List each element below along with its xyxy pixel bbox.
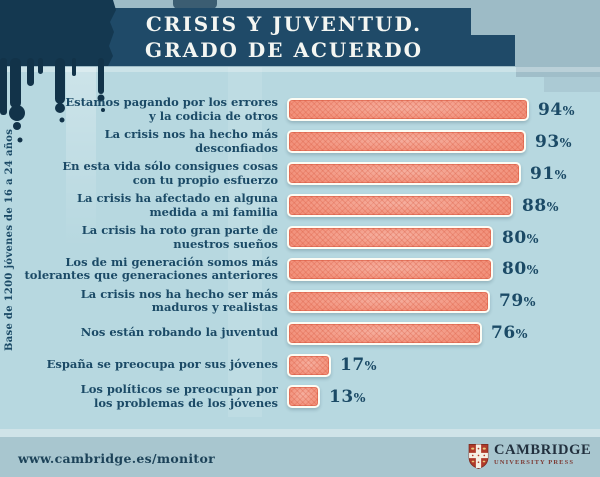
bar-category-label: Nos están robando la juventud bbox=[80, 325, 278, 340]
texture-patch bbox=[516, 67, 600, 77]
bar-value-label: 17% bbox=[340, 355, 378, 376]
bar bbox=[287, 226, 493, 249]
bar-category-label: La crisis nos ha hecho ser más maduros y… bbox=[80, 286, 278, 315]
publisher-subtitle: UNIVERSITY PRESS bbox=[494, 459, 575, 466]
page-title-line2: GRADO DE ACUERDO bbox=[144, 38, 423, 62]
bar-value-label: 80% bbox=[502, 227, 540, 248]
texture-seam bbox=[0, 67, 600, 72]
chart-row: Nos están robando la juventud 76% bbox=[0, 317, 600, 349]
footer-band bbox=[0, 437, 600, 477]
ink-smudge-decoration bbox=[173, 0, 217, 9]
bar bbox=[287, 98, 529, 122]
bar-category-label: Los de mi generación somos más tolerante… bbox=[24, 254, 279, 283]
bar-category-label: Estamos pagando por los errores y la cod… bbox=[65, 95, 278, 123]
bar bbox=[287, 321, 482, 345]
chart-row: La crisis ha afectado en alguna medida a… bbox=[0, 190, 600, 222]
title-banner bbox=[92, 8, 471, 35]
footer-strip bbox=[0, 429, 600, 437]
bar-category-label: La crisis ha afectado en alguna medida a… bbox=[76, 191, 278, 219]
chart-row: La crisis nos ha hecho ser más maduros y… bbox=[0, 285, 600, 317]
bar-value-label: 79% bbox=[499, 291, 537, 312]
page-title: CRISIS Y JUVENTUD. GRADO DE ACUERDO bbox=[92, 11, 476, 63]
chart-row: En esta vida sólo consigues cosas con tu… bbox=[0, 158, 600, 190]
chart-row: España se preocupa por sus jóvenes 17% bbox=[0, 349, 600, 381]
bar-value-label: 93% bbox=[535, 131, 573, 152]
chart-row: Estamos pagando por los errores y la cod… bbox=[0, 94, 600, 126]
bar bbox=[287, 257, 493, 281]
bar-value-label: 94% bbox=[538, 99, 576, 120]
bar bbox=[287, 194, 513, 218]
cambridge-logo-text: CAMBRIDGE UNIVERSITY PRESS bbox=[494, 442, 592, 467]
bar bbox=[287, 289, 490, 313]
cambridge-logo: CAMBRIDGE UNIVERSITY PRESS bbox=[468, 443, 591, 470]
bar bbox=[287, 130, 526, 154]
texture-patch bbox=[544, 77, 600, 92]
bar-value-label: 88% bbox=[522, 195, 560, 216]
texture-streak bbox=[66, 67, 96, 247]
bar bbox=[287, 353, 331, 377]
texture-streak bbox=[228, 67, 262, 417]
chart-row: La crisis ha roto gran parte de nuestros… bbox=[0, 222, 600, 254]
cambridge-shield-icon bbox=[468, 444, 489, 469]
ink-splatter-decoration bbox=[0, 0, 116, 143]
bar-value-label: 91% bbox=[530, 163, 568, 184]
bar-category-label: España se preocupa por sus jóvenes bbox=[46, 357, 278, 372]
bar-category-label: La crisis ha roto gran parte de nuestros… bbox=[81, 223, 278, 251]
bar-category-label: Los políticos se preocupan por los probl… bbox=[80, 382, 278, 410]
bar bbox=[287, 385, 320, 409]
bar-value-label: 13% bbox=[329, 386, 367, 407]
chart-row: Los políticos se preocupan por los probl… bbox=[0, 381, 600, 413]
chart-row: Los de mi generación somos más tolerante… bbox=[0, 253, 600, 285]
bar-chart: Estamos pagando por los errores y la cod… bbox=[0, 94, 600, 413]
publisher-name: CAMBRIDGE bbox=[494, 442, 592, 458]
bar-category-label: La crisis nos ha hecho más desconfiados bbox=[104, 127, 278, 155]
bar-category-label: En esta vida sólo consigues cosas con tu… bbox=[62, 159, 278, 187]
bar-value-label: 76% bbox=[491, 323, 529, 344]
website-url: www.cambridge.es/monitor bbox=[18, 451, 216, 466]
title-banner bbox=[92, 35, 515, 66]
bar bbox=[287, 162, 521, 186]
bar-value-label: 80% bbox=[502, 259, 540, 280]
page-title-line1: CRISIS Y JUVENTUD. bbox=[145, 12, 423, 36]
chart-row: La crisis nos ha hecho más desconfiados 9… bbox=[0, 126, 600, 158]
